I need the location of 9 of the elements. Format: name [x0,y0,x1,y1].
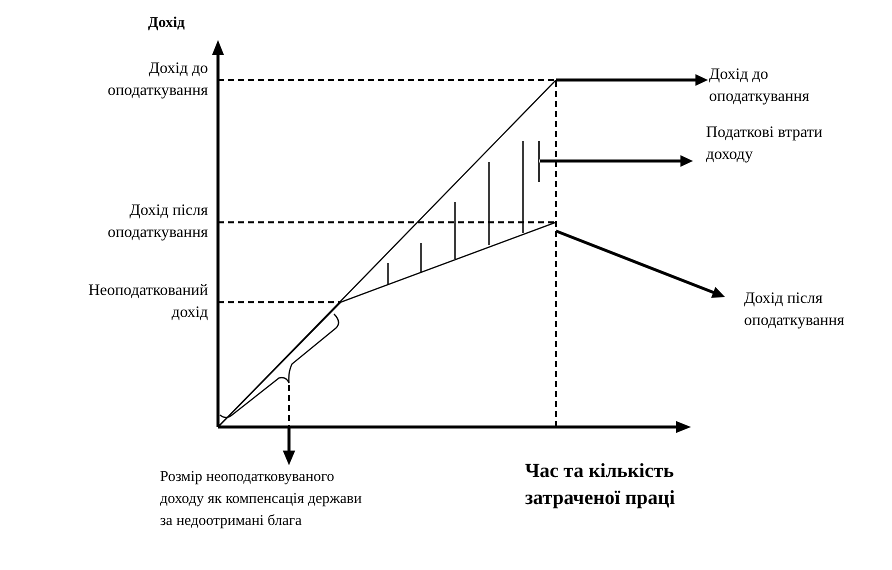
text: Податкові втрати доходу [706,123,824,165]
text: Дохід до оподаткування [709,65,810,107]
ref-line-label: Дохід після оподаткування [106,201,208,244]
x-axis-title: Час та кількість затраченої праці [525,459,676,511]
ref-line-label: Дохід до оподаткування [106,59,208,101]
text: Розмір неоподатковуваного доходу як компенсація держави за недоотримані блага [160,468,363,531]
y-axis-title: Дохід [148,14,185,33]
text: Дохід після оподаткування [744,289,846,331]
ref-line-label: Неоподаткований дохід [87,281,208,324]
